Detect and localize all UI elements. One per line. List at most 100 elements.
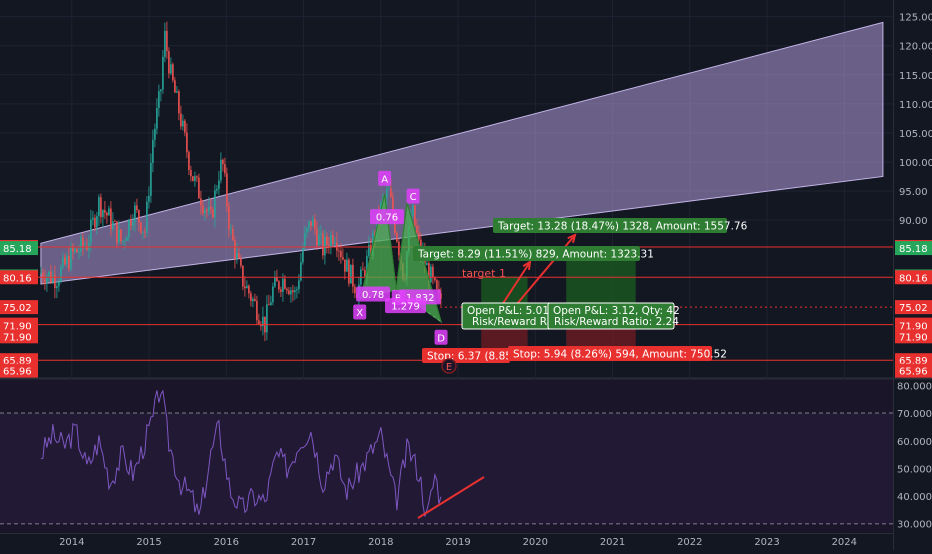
candle-body [220, 159, 222, 181]
candle-body [206, 210, 208, 212]
time-tick-label: 2015 [136, 537, 161, 548]
candle-body [130, 219, 132, 226]
candle-body [328, 245, 330, 248]
target-label-2-bg[interactable] [493, 218, 727, 233]
candle-body [94, 217, 96, 228]
candle-body [208, 206, 210, 212]
pattern-point-x: X [356, 308, 363, 319]
candle-body [252, 298, 254, 301]
left-price-badge: 71.90 [3, 321, 32, 332]
candle-body [240, 258, 242, 266]
candle-body [136, 205, 138, 211]
right-price-badge: 71.90 [899, 332, 928, 343]
candle-body [202, 205, 204, 214]
candle-body [248, 285, 250, 294]
candle-body [46, 276, 48, 284]
candle-body [306, 227, 308, 233]
candle-body [326, 236, 328, 246]
candle-body [132, 221, 134, 226]
target-arrow-1-head [522, 260, 532, 271]
candle-body [72, 247, 74, 252]
candle-body [282, 278, 284, 292]
candle-body [166, 30, 168, 52]
stop-label-2-bg[interactable] [508, 346, 712, 361]
pattern-point-c: C [410, 192, 417, 203]
candle-body [138, 210, 140, 223]
candle-body [204, 210, 206, 214]
time-tick-label: 2024 [832, 537, 857, 548]
candle-body [298, 280, 300, 290]
candle-body [232, 228, 234, 241]
candle-body [54, 275, 56, 289]
candle-body [436, 280, 438, 289]
candle-body [158, 91, 160, 109]
rsi-tick-label: 50.0000 [897, 464, 932, 475]
candle-body [322, 233, 324, 256]
candle-body [48, 271, 50, 277]
candle-body [148, 195, 150, 202]
candle-body [390, 188, 392, 197]
candle-body [318, 234, 320, 246]
candle-body [418, 232, 420, 240]
right-price-badge: 85.18 [899, 244, 928, 255]
trade-labels[interactable]: target 1 Target: 13.28 (18.47%) 1328, Amo… [413, 218, 748, 374]
candle-body [64, 257, 66, 265]
candle-body [254, 298, 256, 301]
candle-body [310, 221, 312, 227]
candle-body [236, 252, 238, 260]
event-marker-label: E [446, 362, 452, 373]
stop-label-1: Stop: 6.37 (8.85 [427, 351, 512, 363]
candle-body [86, 246, 88, 250]
candle-body [416, 225, 418, 233]
candle-body [274, 277, 276, 287]
stop-label-1-bg[interactable] [422, 348, 510, 363]
candle-body [272, 286, 274, 303]
candle-body [430, 266, 432, 283]
target-label-1-bg[interactable] [413, 246, 640, 261]
regression-channel[interactable] [40, 21, 884, 285]
candle-body [42, 272, 44, 280]
pattern-point-c-bg [406, 188, 420, 204]
candle-body [294, 290, 296, 293]
candle-body [82, 237, 84, 247]
candle-body [226, 173, 228, 207]
candle-body [58, 281, 60, 287]
event-marker[interactable] [441, 358, 457, 374]
channel-fill[interactable] [40, 21, 884, 285]
candle-body [260, 324, 262, 327]
harmonic-pattern[interactable]: XABCD0.760.781.8321.279 [353, 170, 448, 345]
pattern-point-x-bg [353, 304, 367, 320]
candle-body [176, 91, 178, 93]
candle-body [184, 120, 186, 133]
right-price-badge: 71.90 [899, 321, 928, 332]
pnl-box-2-bg[interactable] [547, 302, 675, 330]
candle-body [262, 316, 264, 327]
candle-body [210, 206, 212, 210]
candle-body [40, 272, 42, 274]
left-price-badge: 85.18 [3, 244, 32, 255]
candle-body [218, 180, 220, 189]
candle-body [124, 240, 126, 242]
candle-body [364, 270, 366, 277]
candle-body [316, 229, 318, 246]
right-price-badge-bg [895, 241, 932, 256]
pattern-ratio-label-bg [356, 286, 391, 302]
candle-body [214, 190, 216, 218]
candle-body [366, 255, 368, 277]
candle-body [106, 212, 108, 216]
candle-body [142, 231, 144, 233]
candle-body [112, 221, 114, 230]
channel-group[interactable] [40, 21, 884, 285]
candle-body [304, 232, 306, 248]
candle-body [76, 249, 78, 253]
candle-body [368, 244, 370, 256]
candle-body [120, 229, 122, 242]
candle-body [312, 218, 314, 227]
pattern-ratio-label-bg [385, 298, 427, 314]
candle-body [212, 209, 214, 218]
candle-body [180, 113, 182, 127]
candle-body [216, 188, 218, 191]
candle-body [92, 217, 94, 220]
